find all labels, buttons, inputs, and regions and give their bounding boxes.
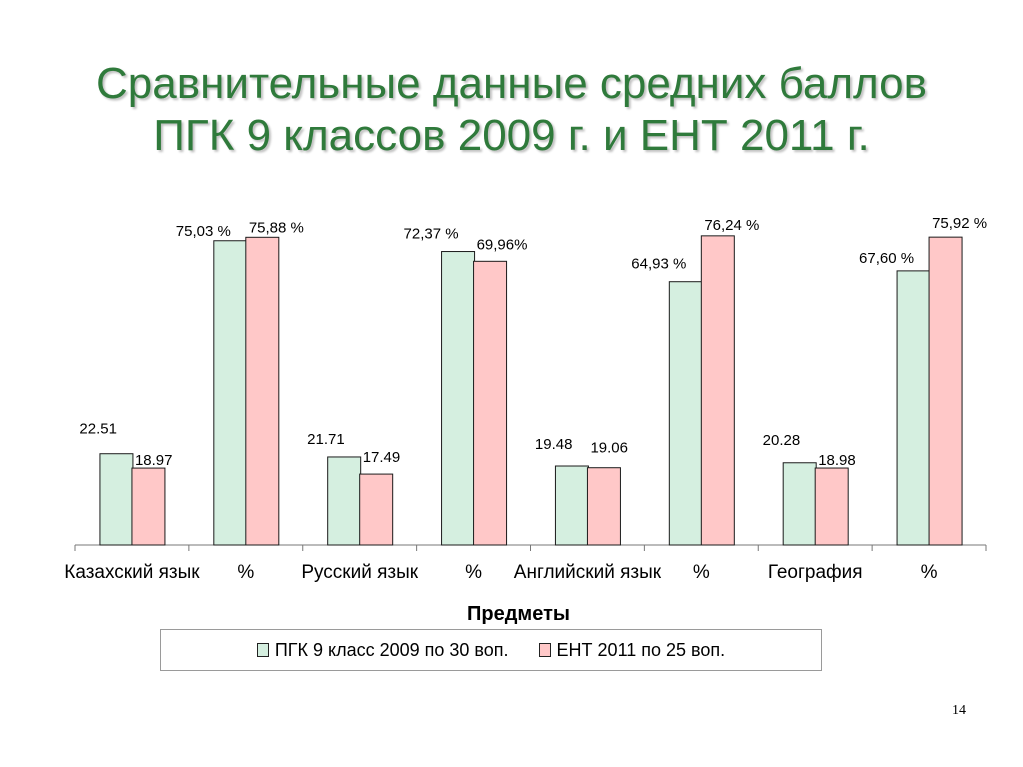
bar-series-2-5 — [586, 467, 621, 546]
data-label-series-2-5: 19.06 — [590, 440, 628, 457]
data-label-series-1-6: 64,93 % — [631, 256, 686, 273]
legend-label-series-2: ЕНТ 2011 по 25 воп. — [556, 639, 726, 660]
bar-series-1-1 — [99, 453, 134, 546]
data-label-series-2-7: 18.98 — [818, 452, 856, 469]
bar-series-2-4 — [473, 260, 508, 546]
category-label-1: Казахский язык — [64, 562, 200, 583]
bar-series-1-3 — [327, 456, 362, 546]
bar-series-2-2 — [245, 236, 280, 546]
category-label-5: Английский язык — [514, 562, 662, 583]
page-number: 14 — [952, 703, 966, 718]
data-label-series-1-7: 20.28 — [763, 432, 801, 449]
data-label-series-2-2: 75,88 % — [249, 219, 304, 236]
category-label-2: % — [237, 562, 254, 583]
legend-swatch-series-2 — [538, 643, 551, 657]
legend-swatch-series-1 — [256, 643, 269, 657]
category-label-4: % — [465, 562, 482, 583]
data-label-series-2-8: 75,92 % — [932, 215, 987, 232]
data-label-series-2-3: 17.49 — [363, 449, 401, 466]
slide-title: Сравнительные данные средних баллов ПГК … — [0, 58, 1023, 162]
category-label-7: География — [768, 562, 863, 583]
bar-series-2-3 — [359, 473, 394, 546]
category-label-3: Русский язык — [301, 562, 418, 583]
bar-series-2-1 — [131, 467, 166, 546]
bar-series-2-7 — [814, 467, 849, 546]
bar-series-2-8 — [928, 236, 963, 546]
bar-series-2-6 — [700, 235, 735, 546]
data-label-series-1-1: 22.51 — [79, 421, 117, 438]
legend-item-series-2: ЕНТ 2011 по 25 воп. — [538, 639, 726, 661]
bar-series-1-4 — [441, 251, 476, 546]
category-label-8: % — [921, 562, 938, 583]
data-label-series-1-3: 21.71 — [307, 431, 345, 448]
bar-series-1-5 — [554, 465, 589, 546]
bar-series-1-8 — [896, 270, 931, 546]
category-label-6: % — [693, 562, 710, 583]
data-label-series-2-4: 69,96% — [477, 236, 528, 253]
bar-series-1-6 — [668, 281, 703, 546]
legend-label-series-1: ПГК 9 класс 2009 по 30 воп. — [274, 639, 509, 660]
data-label-series-1-8: 67,60 % — [859, 250, 914, 267]
data-label-series-1-5: 19.48 — [535, 436, 573, 453]
title-line-2: ПГК 9 классов 2009 г. и ЕНТ 2011 г. — [153, 111, 870, 160]
data-label-series-1-4: 72,37 % — [404, 226, 459, 243]
data-label-series-2-6: 76,24 % — [704, 217, 759, 234]
bar-series-1-7 — [782, 462, 817, 546]
chart-legend: ПГК 9 класс 2009 по 30 воп. ЕНТ 2011 по … — [160, 629, 822, 671]
x-axis-title: Предметы — [467, 603, 570, 625]
bar-series-1-2 — [213, 240, 248, 546]
data-label-series-1-2: 75,03 % — [176, 223, 231, 240]
legend-item-series-1: ПГК 9 класс 2009 по 30 воп. — [256, 639, 509, 661]
data-label-series-2-1: 18.97 — [135, 452, 173, 469]
title-line-1: Сравнительные данные средних баллов — [95, 59, 927, 108]
